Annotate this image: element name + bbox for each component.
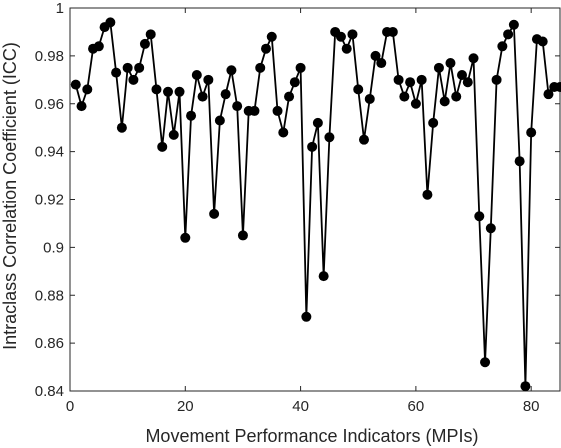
data-point	[462, 77, 473, 88]
y-tick-label: 0.86	[35, 335, 64, 352]
x-tick-label: 40	[292, 398, 309, 415]
data-point	[543, 89, 554, 100]
data-point	[318, 271, 329, 282]
x-tick-label: 0	[66, 398, 74, 415]
data-point	[520, 381, 531, 392]
data-point	[416, 74, 427, 85]
data-point	[249, 105, 260, 116]
data-point	[295, 62, 306, 73]
data-point	[433, 62, 444, 73]
data-point	[428, 117, 439, 128]
data-point	[76, 101, 87, 112]
data-point	[347, 29, 358, 40]
data-point	[480, 357, 491, 368]
data-point	[497, 41, 508, 52]
data-point	[526, 127, 537, 138]
data-point	[312, 117, 323, 128]
data-point	[491, 74, 502, 85]
data-point	[335, 31, 346, 42]
data-point	[128, 74, 139, 85]
data-point	[508, 19, 519, 30]
x-axis-label: Movement Performance Indicators (MPIs)	[145, 426, 478, 446]
series-layer	[70, 17, 561, 392]
y-tick-label: 0.9	[43, 239, 64, 256]
data-point	[145, 29, 156, 40]
data-point	[393, 74, 404, 85]
data-point	[214, 115, 225, 126]
data-point	[191, 70, 202, 81]
data-point	[70, 79, 81, 90]
data-point	[134, 62, 145, 73]
data-point	[301, 311, 312, 322]
y-tick-label: 0.88	[35, 287, 64, 304]
data-point	[82, 84, 93, 95]
data-point	[122, 62, 133, 73]
x-tick-label: 20	[177, 398, 194, 415]
data-point	[272, 105, 283, 116]
data-point	[376, 58, 387, 69]
y-tick-label: 0.96	[35, 96, 64, 113]
data-point	[186, 110, 197, 121]
data-point	[364, 93, 375, 104]
y-tick-label: 0.92	[35, 192, 64, 209]
data-point	[209, 208, 220, 219]
x-tick-label: 60	[408, 398, 425, 415]
data-point	[284, 91, 295, 102]
data-point	[266, 31, 277, 42]
data-point	[157, 141, 168, 152]
data-point	[370, 50, 381, 61]
data-point	[307, 141, 318, 152]
data-point	[324, 132, 335, 143]
data-point	[93, 41, 104, 52]
data-point	[439, 96, 450, 107]
data-point	[422, 189, 433, 200]
data-point	[474, 211, 485, 222]
data-point	[468, 53, 479, 64]
data-point	[163, 86, 173, 97]
data-point	[405, 77, 416, 88]
y-tick-label: 0.84	[35, 383, 64, 400]
data-point	[116, 122, 127, 133]
data-point	[237, 230, 248, 241]
data-point	[220, 89, 231, 100]
data-point	[399, 91, 410, 102]
data-point	[105, 17, 116, 28]
data-point	[353, 84, 364, 95]
data-point	[341, 43, 352, 54]
data-point	[514, 156, 525, 167]
data-point	[232, 101, 243, 112]
data-point	[387, 26, 398, 37]
data-point	[503, 29, 514, 40]
data-point	[139, 38, 150, 49]
data-point	[359, 134, 369, 145]
y-tick-label: 1	[56, 0, 64, 17]
data-point	[111, 67, 122, 78]
data-point	[451, 91, 462, 102]
y-tick-label: 0.98	[35, 48, 64, 65]
data-point	[174, 86, 185, 97]
y-axis-ticks: 0.84 0.86 0.88 0.9 0.92 0.94 0.96 0.98 1	[35, 0, 560, 400]
data-point	[261, 43, 271, 54]
data-point	[168, 129, 179, 140]
data-point	[485, 223, 496, 234]
data-point	[151, 84, 162, 95]
data-point	[278, 127, 289, 138]
data-point	[445, 58, 456, 69]
x-axis-ticks: 0 20 40 60 80	[66, 8, 540, 415]
y-axis-label: Intraclass Correlation Coefficient (ICC)	[0, 42, 20, 350]
data-point	[197, 91, 208, 102]
data-point	[410, 98, 421, 109]
data-point	[226, 65, 237, 76]
y-tick-label: 0.94	[35, 144, 64, 161]
x-tick-label: 80	[523, 398, 540, 415]
data-point	[555, 81, 561, 92]
data-point	[537, 36, 548, 47]
data-point	[289, 77, 300, 88]
data-point	[255, 62, 266, 73]
data-point	[203, 74, 214, 85]
data-point	[180, 232, 191, 243]
data-point	[457, 70, 467, 81]
